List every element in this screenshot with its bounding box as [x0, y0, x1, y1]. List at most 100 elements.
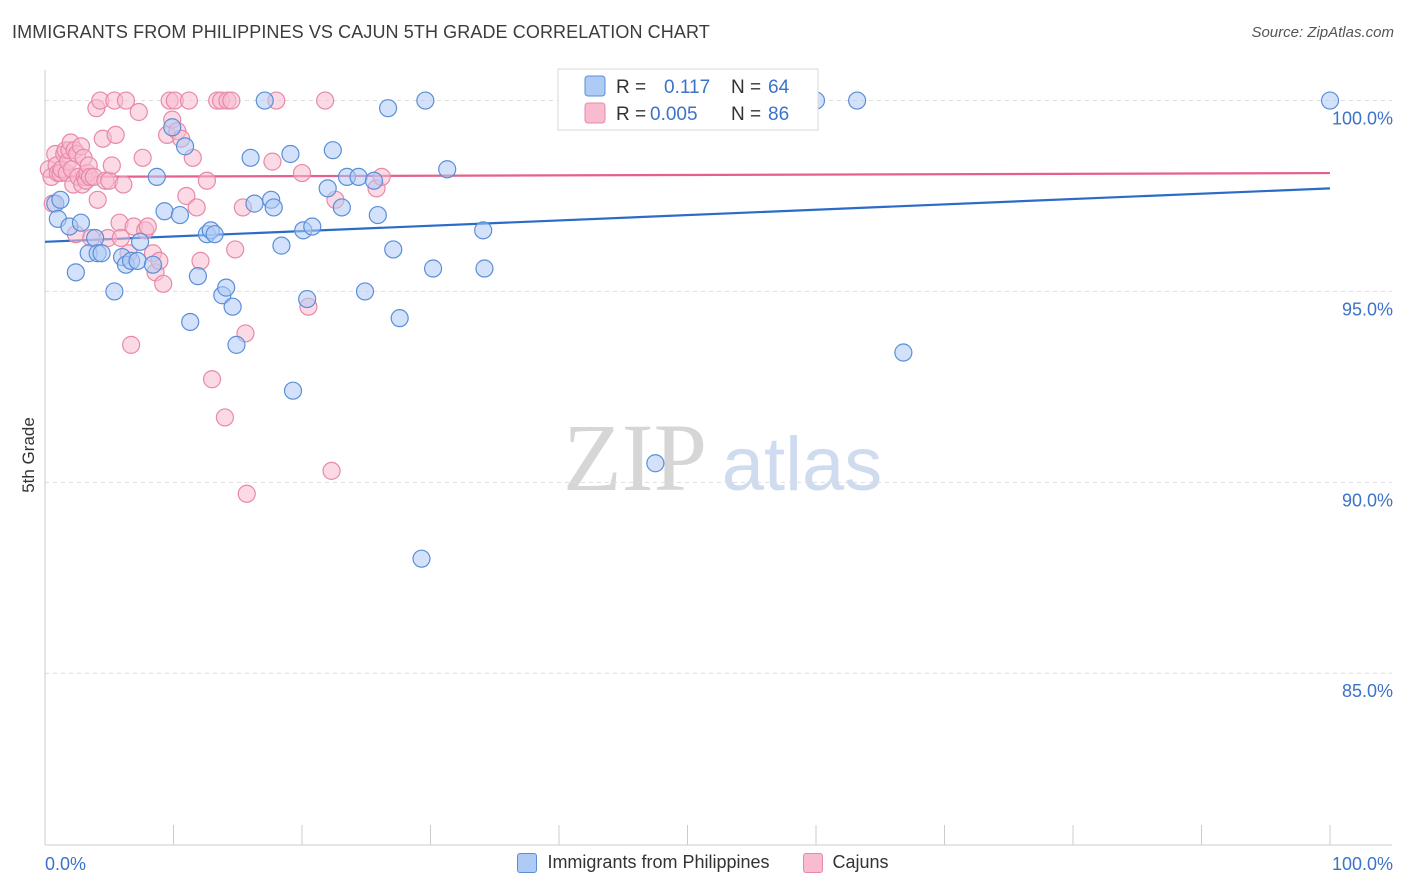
legend-swatch-blue [517, 852, 538, 873]
y-tick-label: 90.0% [1342, 490, 1393, 510]
y-axis-label: 5th Grade [19, 417, 38, 493]
legend-r-label: R = [616, 104, 646, 125]
philippines-point [368, 205, 387, 225]
legend-blue-swatch [584, 75, 606, 97]
cajun-point [226, 240, 245, 259]
philippines-point [163, 118, 182, 137]
philippines-point [86, 228, 105, 248]
philippines-point [349, 167, 368, 186]
legend-swatch-pink [802, 852, 823, 873]
cajun-point [102, 156, 121, 175]
philippines-point [51, 190, 70, 209]
philippines-point [1320, 91, 1340, 110]
philippines-point [646, 454, 665, 473]
philippines-point [390, 309, 409, 328]
cajun-trend-line [44, 171, 1331, 178]
cajun-point [187, 198, 206, 217]
philippines-point [416, 91, 435, 110]
philippines-point [474, 221, 493, 240]
philippines-point [130, 232, 150, 251]
philippines-point [255, 91, 274, 110]
philippines-point [303, 217, 322, 236]
cajun-point [263, 152, 282, 171]
trend-lines [44, 171, 1331, 243]
y-tick-label: 95.0% [1342, 299, 1393, 319]
philippines-point [323, 141, 342, 160]
cajun-point [237, 484, 256, 503]
gridlines [45, 100, 1392, 674]
philippines-point [92, 244, 111, 263]
philippines-trend-line [44, 187, 1331, 243]
cajun-point [116, 91, 136, 110]
stats-legend: R = 0.117 N = 64 R = 0.005 N = 86 [557, 68, 819, 131]
philippines-point [175, 137, 195, 156]
philippines-point [170, 205, 190, 225]
philippines-point [423, 259, 443, 278]
philippines-point [438, 160, 457, 179]
philippines-point [378, 99, 398, 118]
cajun-point [202, 370, 222, 389]
legend-label: Cajuns [832, 852, 889, 872]
cajun-point [114, 175, 133, 194]
cajun-point [197, 171, 217, 190]
cajun-point [316, 91, 335, 110]
y-tick-label: 100.0% [1332, 109, 1393, 129]
legend-n-value: 64 [768, 77, 790, 98]
source-label: Source: ZipAtlas.com [1251, 24, 1394, 41]
philippines-point [188, 267, 208, 286]
philippines-point [283, 381, 303, 400]
watermark-zip: ZIP [563, 404, 707, 511]
legend-item-philippines: Immigrants from Philippines [517, 852, 770, 873]
cajun-point [88, 190, 107, 209]
philippines-point [105, 282, 124, 301]
axes: 100.0% 95.0% 90.0% 85.0% 0.0% 100.0% [44, 70, 1393, 874]
philippines-point [66, 263, 85, 282]
legend-r-label: R = [616, 77, 646, 98]
philippines-point [281, 144, 300, 164]
philippines-point [272, 236, 291, 255]
cajun-point [154, 274, 173, 293]
cajun-point [177, 186, 196, 206]
philippines-point [848, 91, 867, 110]
cajun-point [138, 217, 157, 236]
philippines-point [143, 255, 163, 274]
legend-n-label: N = [731, 104, 761, 125]
philippines-point [227, 335, 246, 354]
watermark-atlas: atlas [722, 422, 883, 507]
x-tick-label: 0.0% [45, 854, 86, 874]
legend-pink-swatch [584, 102, 606, 124]
philippines-point [155, 202, 174, 221]
philippines-point [384, 240, 403, 259]
chart-title: IMMIGRANTS FROM PHILIPPINES VS CAJUN 5TH… [12, 22, 710, 42]
philippines-point [412, 549, 431, 568]
legend-n-value: 86 [768, 104, 789, 125]
philippines-point [332, 198, 351, 217]
philippines-point [364, 171, 384, 190]
philippines-point [298, 289, 317, 309]
y-tick-label: 85.0% [1342, 681, 1393, 701]
legend-r-value: 0.117 [664, 77, 710, 98]
philippines-point [475, 259, 494, 278]
cajun-point [133, 148, 152, 167]
philippines-point [205, 225, 224, 244]
cajun-point [121, 335, 141, 354]
legend-item-cajuns: Cajuns [802, 852, 889, 873]
philippines-point [355, 282, 375, 301]
philippines-point [318, 179, 337, 198]
data-points [39, 91, 1340, 568]
legend-label: Immigrants from Philippines [547, 852, 770, 872]
cajun-point [215, 408, 234, 427]
philippines-point [894, 343, 913, 362]
philippines-point [128, 251, 147, 270]
cajun-point [111, 228, 130, 248]
cajun-point [129, 102, 148, 122]
cajun-point [179, 91, 199, 110]
legend-r-value: 0.005 [650, 104, 698, 125]
philippines-point [223, 297, 242, 316]
legend-n-label: N = [731, 77, 761, 98]
cajun-point [292, 163, 312, 183]
cajun-point [222, 91, 241, 110]
philippines-point [217, 278, 236, 297]
philippines-point [264, 198, 283, 217]
